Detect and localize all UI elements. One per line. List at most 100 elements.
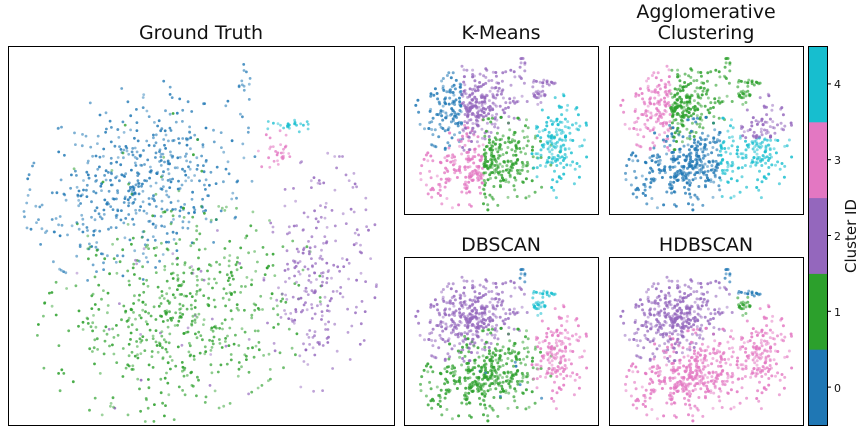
scatter-point (470, 316, 474, 320)
scatter-point (426, 403, 430, 407)
scatter-point (499, 115, 503, 119)
scatter-point (484, 392, 487, 396)
scatter-point (483, 348, 487, 352)
scatter-point (219, 209, 223, 213)
scatter-point (665, 152, 669, 156)
scatter-point (559, 372, 563, 376)
scatter-point (149, 314, 153, 318)
scatter-point (235, 180, 239, 184)
scatter-point (515, 169, 519, 172)
scatter-point (766, 143, 770, 147)
scatter-point (146, 158, 150, 162)
scatter-point (193, 321, 197, 324)
scatter-point (487, 310, 491, 314)
scatter-point (559, 148, 563, 152)
scatter-point (160, 175, 163, 179)
scatter-point (466, 337, 470, 341)
scatter-point (452, 304, 456, 308)
scatter-point (484, 151, 488, 155)
scatter-point (38, 205, 42, 209)
scatter-point (731, 126, 735, 130)
scatter-point (75, 254, 79, 258)
scatter-point (539, 94, 543, 98)
scatter-point (725, 94, 729, 98)
scatter-point (510, 169, 514, 173)
scatter-point (735, 359, 739, 363)
scatter-point (717, 70, 721, 74)
scatter-point (539, 359, 543, 363)
scatter-point (78, 245, 82, 249)
scatter-point (530, 363, 534, 367)
scatter-point (749, 164, 753, 168)
scatter-point (102, 147, 106, 151)
scatter-point (474, 333, 478, 337)
scatter-point (683, 81, 687, 84)
scatter-point (75, 185, 79, 189)
scatter-point (680, 329, 683, 333)
scatter-point (524, 177, 528, 181)
scatter-point (697, 185, 701, 188)
scatter-point (312, 389, 315, 393)
scatter-point (554, 127, 558, 131)
scatter-point (508, 97, 512, 101)
scatter-point (466, 326, 470, 330)
scatter-point (509, 279, 513, 283)
scatter-point (475, 316, 479, 320)
scatter-point (514, 373, 518, 376)
scatter-point (146, 406, 150, 410)
scatter-point (200, 154, 204, 158)
scatter-point (102, 289, 105, 292)
scatter-point (471, 97, 475, 101)
scatter-point (435, 385, 439, 389)
scatter-point (504, 70, 508, 74)
scatter-point (154, 181, 158, 185)
scatter-point (174, 120, 178, 124)
scatter-point (488, 108, 492, 112)
scatter-point (683, 296, 687, 300)
scatter-point (452, 109, 455, 113)
scatter-point (293, 274, 296, 278)
scatter-point (649, 102, 653, 106)
scatter-point (441, 127, 445, 130)
scatter-point (684, 324, 688, 328)
scatter-point (659, 98, 663, 102)
scatter-point (678, 361, 682, 365)
scatter-point (482, 202, 485, 206)
scatter-point (463, 334, 467, 338)
scatter-point (162, 185, 165, 189)
scatter-point (702, 383, 706, 387)
scatter-point (687, 161, 691, 165)
scatter-point (670, 332, 674, 336)
scatter-point (191, 384, 195, 388)
scatter-point (556, 365, 560, 369)
scatter-point (535, 307, 539, 311)
scatter-point (441, 295, 445, 299)
scatter-point (439, 109, 443, 113)
scatter-point (111, 208, 115, 212)
scatter-point (668, 315, 672, 319)
scatter-point (716, 166, 719, 170)
scatter-point (755, 122, 759, 126)
scatter-point (230, 197, 234, 201)
scatter-point (665, 275, 669, 279)
scatter-point (585, 334, 588, 338)
scatter-point (352, 243, 356, 247)
scatter-point (334, 239, 337, 243)
scatter-point (560, 129, 564, 132)
scatter-point (308, 343, 311, 346)
scatter-point (667, 359, 671, 363)
scatter-point (711, 159, 715, 163)
scatter-point (459, 104, 463, 107)
scatter-point (692, 141, 696, 145)
scatter-point (685, 181, 689, 185)
scatter-point (670, 279, 674, 283)
scatter-point (705, 387, 709, 391)
scatter-point (695, 297, 699, 301)
scatter-point (686, 83, 690, 87)
scatter-point (653, 355, 657, 359)
scatter-point (347, 277, 350, 281)
scatter-point (166, 361, 170, 365)
scatter-point (656, 364, 660, 368)
scatter-point (220, 322, 224, 325)
scatter-point (131, 364, 135, 368)
